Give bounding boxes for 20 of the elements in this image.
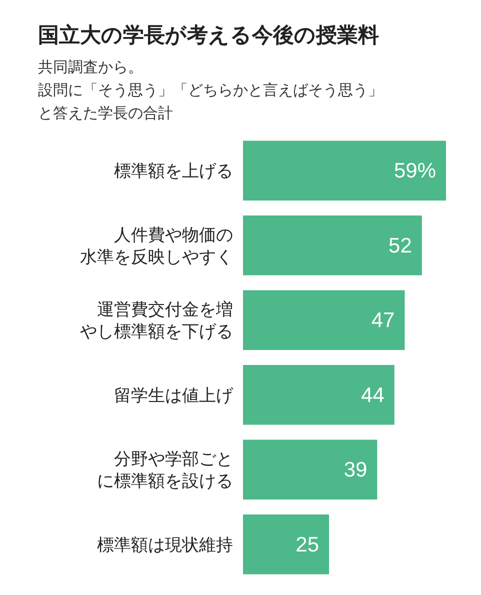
chart-title: 国立大の学長が考える今後の授業料: [38, 23, 379, 47]
bar: [243, 440, 378, 500]
bar: [243, 290, 405, 350]
bar: [243, 514, 330, 574]
data-label: 39: [344, 458, 368, 482]
data-label: 25: [296, 533, 320, 556]
bar: [243, 215, 422, 276]
y-tick-label: 人件費や物価の水準を反映しやすく: [80, 225, 233, 268]
data-label: 44: [361, 384, 385, 407]
data-label: 52: [388, 234, 412, 258]
bar: [243, 364, 394, 425]
bar: [243, 140, 446, 201]
y-tick-label: 分野や学部ごとに標準額を設ける: [97, 450, 233, 492]
y-tick-label: 標準額は現状維持: [97, 535, 233, 556]
y-tick-label: 標準額を上げる: [114, 162, 233, 182]
y-tick-label: 運営費交付金を増やし標準額を下げる: [80, 300, 233, 342]
y-tick-label: 留学生は値上げ: [114, 386, 234, 406]
data-label: 47: [371, 309, 395, 332]
chart-subtitle: 共同調査から。設問に「そう思う」「どちらかと言えばそう思う」と答えた学長の合計: [38, 58, 383, 122]
data-label: 59%: [394, 160, 436, 183]
